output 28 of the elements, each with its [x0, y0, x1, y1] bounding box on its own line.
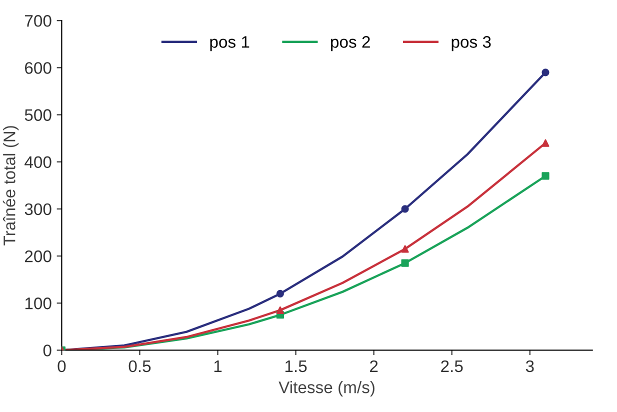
point	[276, 306, 284, 314]
y-tick-label: 700	[25, 15, 52, 27]
point	[276, 290, 284, 298]
legend-label: pos 1	[210, 36, 250, 52]
point	[401, 245, 409, 253]
x-tick-label: 1.5	[285, 360, 307, 372]
x-tick-label: 3	[526, 360, 534, 372]
y-tick-label: 600	[25, 62, 52, 74]
y-tick-label: 400	[24, 156, 52, 168]
y-tick-label: 200	[25, 250, 52, 262]
x-tick-label: 2	[370, 360, 378, 372]
point	[401, 205, 409, 213]
x-tick-label: 0.5	[128, 360, 151, 372]
point	[542, 68, 550, 76]
y-tick-label: 0	[43, 344, 52, 356]
y-tick-label: 100	[25, 298, 52, 310]
y-tick-label: 500	[24, 109, 52, 121]
point	[542, 139, 550, 147]
point	[401, 259, 409, 267]
x-axis-title: Vitesse (m/s)	[278, 381, 374, 397]
y-tick-label: 300	[24, 203, 52, 216]
y-axis-title: Traînée total (N)	[2, 126, 19, 246]
x-tick-label: 2.5	[441, 360, 463, 372]
x-tick-label: 1	[214, 360, 222, 372]
point	[542, 172, 550, 180]
x-tick-label: 0	[58, 360, 66, 372]
legend-label: pos 3	[452, 36, 491, 52]
legend-label: pos 2	[331, 36, 370, 52]
